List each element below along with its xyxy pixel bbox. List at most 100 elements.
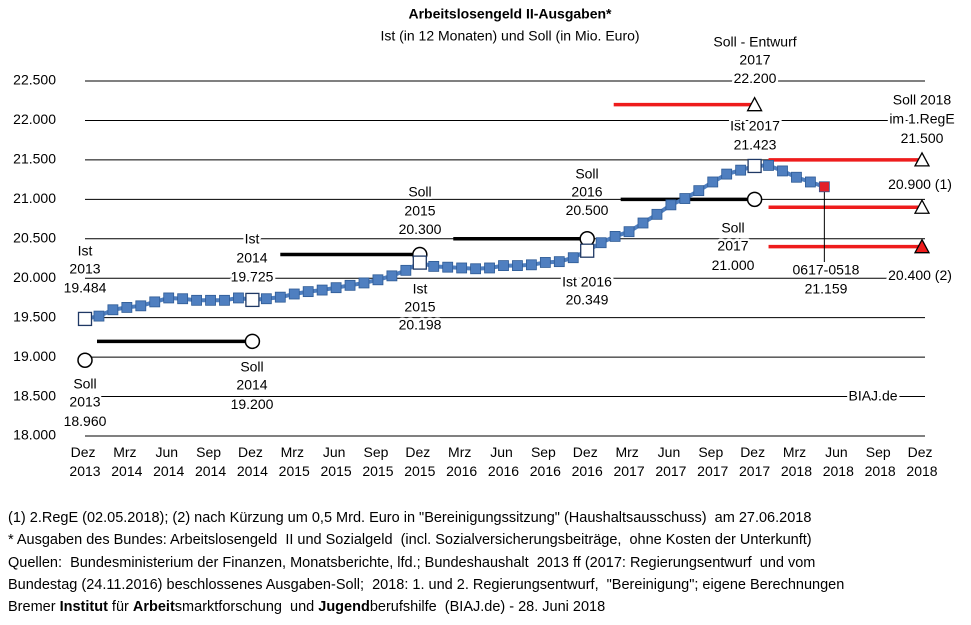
data-point	[637, 217, 649, 229]
data-point	[191, 294, 203, 306]
data-point	[219, 294, 230, 306]
target-value: 20.400	[888, 267, 931, 283]
data-point	[288, 288, 300, 300]
data-point	[498, 260, 509, 272]
credit-part: smarktforschung und	[174, 599, 319, 616]
x-tick-label: Jun 2014	[153, 444, 184, 479]
data-point	[512, 260, 523, 272]
footer-line: (1) 2.RegE (02.05.2018); (2) nach Kürzun…	[8, 510, 812, 526]
target-value-label: 20.900 (1)	[888, 176, 952, 192]
target-label: im 1.RegE	[889, 111, 954, 127]
data-point	[470, 263, 482, 275]
target-value-label: 21.500	[901, 130, 944, 146]
x-tick-label: Dez 2013	[69, 444, 100, 479]
x-tick-label: Mrz 2014	[111, 444, 142, 479]
data-point	[567, 252, 579, 264]
target-label: Soll	[721, 220, 744, 236]
target-value-label: 20.400 (2)	[888, 267, 952, 283]
data-point	[580, 243, 595, 258]
target-label: 2016	[571, 184, 602, 200]
data-point	[763, 160, 774, 171]
data-point	[412, 255, 427, 270]
data-point	[595, 237, 607, 249]
data-point	[260, 293, 272, 305]
target-label: Soll	[408, 184, 431, 200]
data-point	[735, 164, 747, 176]
data-point	[526, 259, 537, 271]
target-label: 2017	[739, 52, 770, 68]
x-tick-label: Sep 2017	[697, 444, 728, 479]
y-tick-label: 22.500	[13, 72, 56, 88]
x-tick-label: Mrz 2015	[279, 444, 310, 479]
data-point	[484, 262, 495, 274]
target-value-label: 20.500	[566, 202, 609, 218]
target-marker	[913, 198, 931, 214]
target-label: Soll	[73, 376, 96, 392]
target-value: 18.960	[64, 413, 107, 429]
data-point	[805, 176, 816, 188]
chart-title: Arbeitslosengeld II-Ausgaben*	[408, 6, 612, 22]
target-value: 21.500	[901, 130, 944, 146]
data-point	[707, 176, 719, 188]
target-label: Soll	[240, 359, 263, 375]
target-marker	[746, 191, 763, 208]
x-tick-label: Mrz 2017	[613, 444, 644, 479]
x-tick-label: Jun 2016	[488, 444, 519, 479]
data-point	[163, 292, 175, 304]
x-tick-label: Sep 2015	[362, 444, 393, 479]
y-tick-label: 19.000	[13, 348, 56, 364]
x-tick-label: Sep 2014	[195, 444, 226, 479]
x-tick-label: Dez 2015	[404, 444, 435, 479]
target-value-label: 20.300	[399, 221, 442, 237]
credit-part: Institut	[59, 599, 108, 616]
chart-subtitle: Ist (in 12 Monaten) und Soll (in Mio. Eu…	[380, 28, 639, 44]
annotation: 0617-0518	[793, 262, 860, 278]
target-marker	[913, 238, 931, 254]
data-point	[93, 310, 105, 322]
target-marker	[244, 333, 261, 350]
annotation: 2014	[236, 250, 267, 266]
x-tick-label: Mrz 2018	[781, 444, 812, 479]
data-point	[791, 171, 802, 183]
value-label: 20.349	[566, 292, 609, 308]
target-value: 20.500	[566, 202, 609, 218]
target-value: 19.200	[231, 396, 274, 412]
data-point	[177, 293, 189, 305]
watermark: BIAJ.de	[848, 388, 897, 404]
data-point	[274, 291, 286, 303]
y-tick-label: 20.500	[13, 229, 56, 245]
x-tick-label: Sep 2018	[865, 444, 896, 479]
x-tick-label: Dez 2018	[906, 444, 937, 479]
target-note: (1)	[935, 176, 952, 192]
target-note: (2)	[935, 267, 952, 283]
credit-part: Jugend	[318, 599, 370, 616]
data-point	[553, 256, 565, 268]
data-point	[330, 282, 342, 294]
data-point	[316, 284, 328, 296]
annotation: Ist 2017	[730, 118, 780, 134]
data-point	[818, 181, 830, 193]
footer: (1) 2.RegE (02.05.2018); (2) nach Kürzun…	[8, 507, 844, 618]
data-point	[302, 286, 314, 298]
annotation: Ist 2016	[562, 274, 612, 290]
x-tick-label: Dez 2016	[572, 444, 603, 479]
credit: Bremer Institut für Arbeitsmarktforschun…	[8, 596, 844, 618]
footer-line: Quellen: Bundesministerium der Finanzen,…	[8, 554, 816, 571]
target-label: 2015	[404, 203, 435, 219]
chart: Arbeitslosengeld II-Ausgaben* Ist (in 12…	[13, 5, 955, 479]
data-point	[77, 311, 93, 327]
target-value-label: 18.960	[64, 413, 107, 429]
x-tick-label: Sep 2016	[530, 444, 561, 479]
footer-line: Bundestag (24.11.2016) beschlossenes Aus…	[8, 576, 845, 593]
y-tick-label: 22.000	[13, 111, 56, 127]
data-point	[665, 199, 677, 211]
data-point	[358, 277, 370, 289]
x-tick-label: Jun 2015	[321, 444, 352, 479]
data-point	[442, 261, 454, 273]
target-marker	[913, 151, 931, 167]
target-label: Soll	[575, 166, 598, 182]
annotation: Ist	[413, 281, 428, 297]
target-value-label: 22.200	[734, 70, 777, 86]
data-point	[693, 185, 705, 197]
data-point	[679, 193, 691, 204]
